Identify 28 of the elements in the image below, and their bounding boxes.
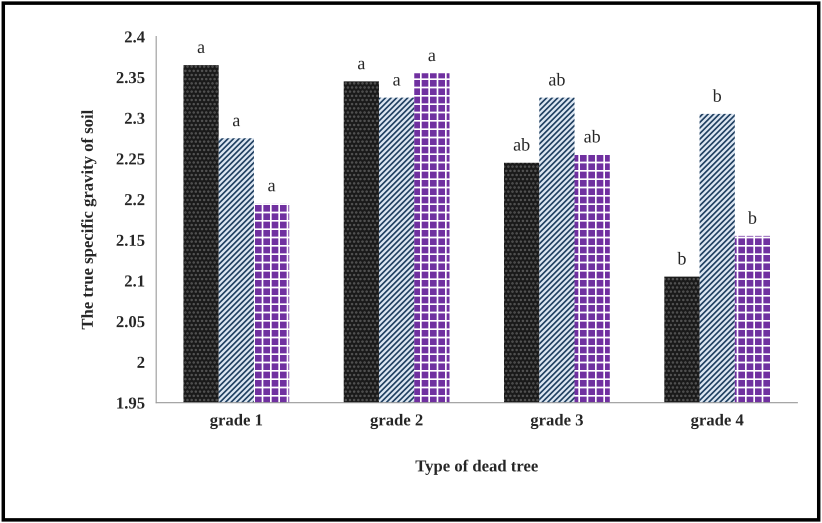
y-tick-label: 1.95 — [117, 397, 144, 409]
data-label: a — [393, 76, 400, 86]
data-label: a — [428, 52, 436, 62]
data-label: b — [748, 211, 756, 224]
data-label: ab — [584, 130, 600, 143]
y-tick-label: 2.1 — [124, 275, 144, 287]
data-label: ab — [549, 72, 565, 86]
data-label: a — [232, 118, 240, 126]
y-tick-label: 2.15 — [116, 234, 144, 246]
x-tick-label: grade 2 — [370, 414, 423, 430]
x-tick-label: grade 4 — [691, 414, 744, 430]
x-tick-label: grade 3 — [530, 414, 583, 430]
data-label: b — [677, 252, 686, 265]
y-tick-label: 2.4 — [124, 31, 145, 43]
y-axis-title: The true specific gravity of soil — [81, 110, 96, 330]
y-tick-label: 2.2 — [124, 194, 144, 206]
y-tick-label: 2.35 — [116, 72, 144, 84]
y-tick-label: 2.05 — [116, 316, 144, 328]
y-tick-label: 2.3 — [124, 112, 144, 124]
data-label: b — [712, 89, 722, 102]
y-tick-label: 2 — [137, 356, 144, 368]
data-label: a — [268, 182, 276, 192]
data-label: ab — [514, 138, 530, 151]
data-label: a — [198, 44, 205, 54]
y-tick-label: 2.25 — [116, 153, 144, 165]
x-axis-title: Type of dead tree — [416, 460, 538, 475]
x-tick-label: grade 1 — [210, 414, 262, 430]
data-label: a — [358, 60, 366, 70]
